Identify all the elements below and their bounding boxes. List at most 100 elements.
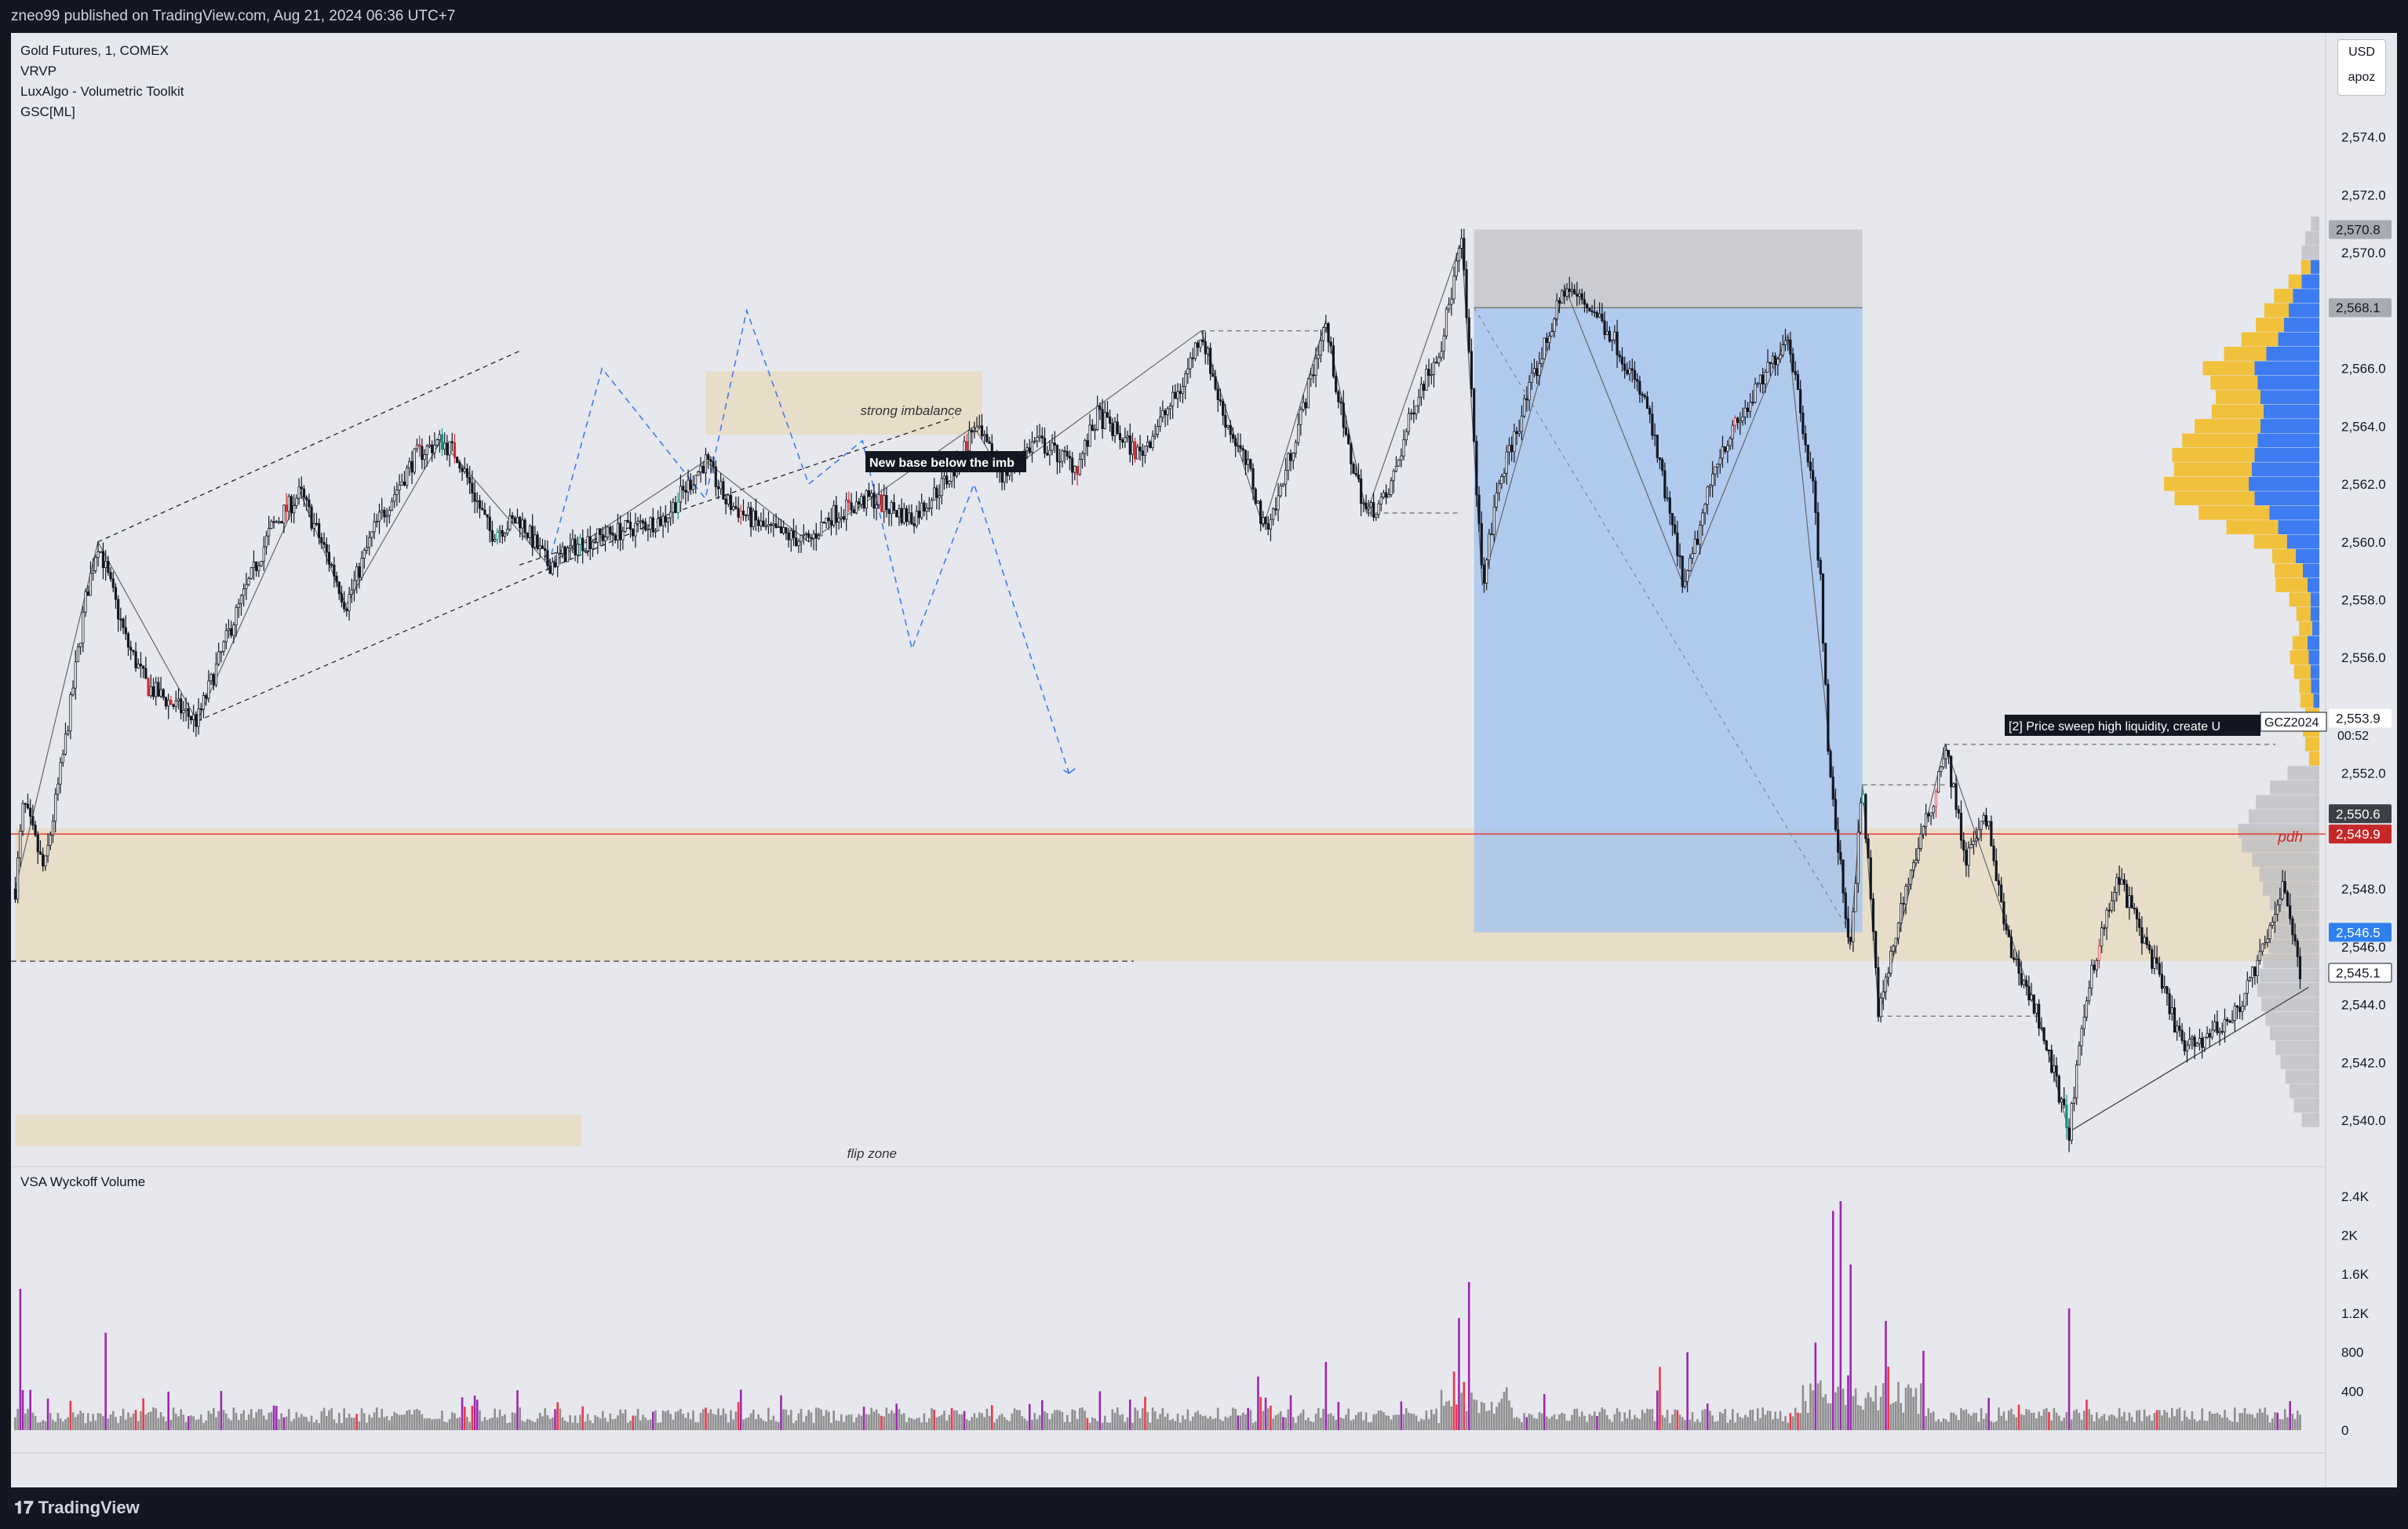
candle-body bbox=[847, 500, 851, 504]
vp-sell-bar bbox=[2210, 375, 2258, 390]
candle-body bbox=[506, 529, 509, 534]
volume-bar bbox=[1774, 1411, 1776, 1430]
candle-body bbox=[300, 486, 303, 490]
candle-body bbox=[1718, 457, 1721, 465]
candle-body bbox=[1663, 470, 1667, 499]
volume-bar bbox=[2118, 1407, 2121, 1430]
candle-body bbox=[315, 522, 319, 525]
chart-area[interactable] bbox=[11, 33, 2397, 1453]
candle-body bbox=[812, 533, 815, 539]
volume-bar bbox=[97, 1413, 100, 1430]
volume-bar bbox=[1412, 1414, 1415, 1430]
volume-bar bbox=[1505, 1387, 1508, 1430]
volume-bar bbox=[491, 1417, 494, 1430]
position-stop-zone[interactable] bbox=[1474, 229, 1863, 308]
vp-sell-bar bbox=[2288, 274, 2302, 289]
volume-bar bbox=[699, 1412, 702, 1430]
candle-body bbox=[393, 493, 396, 502]
volume-bar bbox=[1128, 1399, 1131, 1430]
candle-body bbox=[2243, 992, 2246, 1007]
vp-gray-bar bbox=[2268, 939, 2319, 954]
candle-body bbox=[458, 462, 461, 469]
candle-body bbox=[1357, 475, 1361, 479]
volume-bar bbox=[1427, 1418, 1430, 1430]
volume-bar bbox=[1266, 1408, 1270, 1430]
candle-body bbox=[1670, 512, 1674, 526]
volume-bar bbox=[1797, 1412, 1799, 1430]
countdown: 00:52 bbox=[2337, 730, 2369, 743]
indicator-vrvp[interactable]: VRVP bbox=[20, 64, 56, 78]
volume-bar bbox=[282, 1417, 286, 1430]
volume-bar bbox=[717, 1408, 719, 1430]
volume-bar bbox=[1400, 1401, 1403, 1430]
candle-body bbox=[217, 651, 220, 664]
vp-gray-bar bbox=[2263, 954, 2319, 968]
vp-buy-bar bbox=[2254, 361, 2319, 376]
volume-bar bbox=[1711, 1415, 1714, 1430]
candle-body bbox=[250, 567, 253, 579]
volume-bar bbox=[2274, 1412, 2276, 1430]
candle-body bbox=[915, 510, 918, 526]
candle-body bbox=[1229, 424, 1232, 435]
volume-bar bbox=[1860, 1405, 1862, 1430]
symbol-title[interactable]: Gold Futures, 1, COMEX bbox=[20, 43, 169, 58]
volume-bar bbox=[676, 1411, 679, 1430]
volume-bar bbox=[406, 1411, 408, 1430]
candle-body bbox=[741, 511, 745, 515]
candle-body bbox=[463, 468, 466, 472]
candle-body bbox=[2138, 919, 2141, 928]
tradingview-logo[interactable]: 𝟏𝟕 TradingView bbox=[14, 1498, 140, 1518]
volume-bar bbox=[381, 1408, 383, 1430]
time-axis[interactable] bbox=[11, 1453, 2397, 1487]
candle-body bbox=[900, 508, 903, 523]
candle-body bbox=[639, 520, 642, 522]
volume-bar bbox=[2178, 1407, 2181, 1430]
candle-body bbox=[654, 530, 658, 533]
volume-bar bbox=[802, 1422, 805, 1430]
candle-body bbox=[2283, 881, 2286, 893]
candle-body bbox=[2193, 1036, 2196, 1047]
candle-body bbox=[1573, 289, 1576, 295]
candle-body bbox=[381, 509, 384, 513]
volume-bar bbox=[1387, 1415, 1390, 1430]
candle-body bbox=[1859, 802, 1863, 833]
volume-bar bbox=[973, 1413, 976, 1430]
position-target-zone[interactable] bbox=[1474, 308, 1863, 933]
volume-bar bbox=[2153, 1413, 2156, 1430]
candle-body bbox=[230, 628, 233, 636]
volume-bar bbox=[2048, 1411, 2050, 1430]
volume-bar bbox=[383, 1417, 386, 1430]
volume-bar bbox=[1628, 1409, 1631, 1430]
indicator-luxalgo[interactable]: LuxAlgo - Volumetric Toolkit bbox=[20, 84, 184, 99]
indicator-gsc[interactable]: GSC[ML] bbox=[20, 104, 75, 119]
candle-body bbox=[26, 803, 30, 809]
volume-bar bbox=[1613, 1414, 1616, 1430]
volume-bar bbox=[2035, 1418, 2038, 1430]
volume-bar bbox=[1684, 1420, 1686, 1430]
candle-body bbox=[699, 465, 702, 472]
candle-body bbox=[845, 500, 848, 520]
volume-bar bbox=[709, 1409, 712, 1430]
volume-bar bbox=[1530, 1414, 1533, 1430]
currency-unit-box[interactable]: USD apoz bbox=[2337, 39, 2386, 96]
volume-bar bbox=[435, 1418, 439, 1430]
volume-indicator-title[interactable]: VSA Wyckoff Volume bbox=[20, 1174, 146, 1189]
candle-body bbox=[2279, 898, 2282, 905]
volume-bar bbox=[822, 1415, 825, 1430]
volume-bar bbox=[471, 1405, 474, 1430]
volume-bar bbox=[797, 1413, 800, 1430]
candle-body bbox=[2233, 1005, 2236, 1021]
candle-body bbox=[1178, 391, 1182, 394]
price-tick-label: 2,566.0 bbox=[2341, 362, 2386, 377]
volume-bar bbox=[1696, 1418, 1699, 1430]
vp-buy-bar bbox=[2251, 462, 2319, 477]
volume-bar bbox=[1317, 1407, 1320, 1430]
volume-bar bbox=[149, 1411, 152, 1430]
candle-body bbox=[1435, 362, 1438, 364]
volume-bar bbox=[546, 1414, 549, 1430]
candle-body bbox=[1241, 448, 1244, 451]
volume-bar bbox=[1533, 1418, 1536, 1430]
volume-bar bbox=[1741, 1418, 1744, 1430]
candle-body bbox=[701, 465, 705, 474]
